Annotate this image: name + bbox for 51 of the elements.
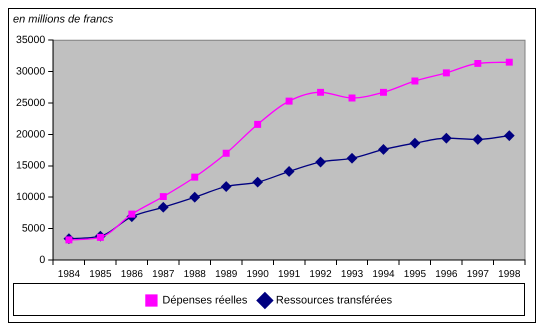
x-tick-label: 1988 — [184, 268, 206, 280]
point — [222, 150, 230, 157]
point — [190, 192, 200, 202]
x-tick-label: 1995 — [404, 268, 426, 280]
x-tick-label: 1993 — [340, 268, 364, 280]
y-tick-label: 15000 — [16, 160, 46, 172]
x-tick-label: 1984 — [58, 268, 80, 280]
x-tick-label: 1992 — [309, 268, 332, 280]
point — [160, 193, 167, 200]
point — [474, 60, 482, 67]
point — [472, 134, 483, 145]
point — [315, 156, 326, 168]
x-tick-label: 1997 — [466, 268, 490, 280]
y-tick-label: 25000 — [16, 96, 46, 109]
point — [380, 88, 387, 96]
x-tick-label: 1996 — [435, 268, 458, 280]
point — [348, 94, 356, 102]
x-tick-label: 1998 — [498, 268, 521, 280]
point — [441, 133, 452, 144]
chart-title: en millions de francs — [13, 14, 114, 26]
point — [411, 78, 418, 84]
point — [506, 58, 513, 66]
point — [158, 202, 168, 212]
legend-label: Dépenses réelles — [162, 294, 248, 307]
point — [346, 153, 358, 164]
y-tick-label: 5000 — [22, 222, 46, 234]
x-tick-label: 1990 — [246, 268, 270, 280]
legend-label: Ressources transférées — [276, 294, 393, 307]
point — [191, 174, 198, 181]
y-tick-label: 0 — [39, 254, 46, 266]
point — [504, 130, 514, 141]
y-tick-label: 20000 — [16, 128, 46, 140]
y-tick-label: 30000 — [16, 65, 46, 78]
y-tick-label: 35000 — [16, 34, 46, 46]
y-tick-label: 10000 — [16, 191, 46, 204]
point — [254, 120, 262, 128]
point — [410, 138, 420, 148]
x-tick-label: 1987 — [152, 268, 175, 280]
point — [378, 144, 389, 155]
x-tick-label: 1986 — [120, 268, 144, 280]
point — [442, 69, 450, 76]
x-tick-label: 1989 — [215, 268, 238, 280]
point — [221, 181, 232, 192]
point — [284, 166, 294, 177]
point — [252, 176, 263, 188]
x-tick-label: 1985 — [89, 268, 112, 280]
point — [128, 210, 136, 218]
point — [286, 98, 293, 105]
x-tick-label: 1994 — [372, 268, 396, 280]
point — [317, 88, 324, 96]
x-tick-label: 1991 — [278, 268, 301, 280]
